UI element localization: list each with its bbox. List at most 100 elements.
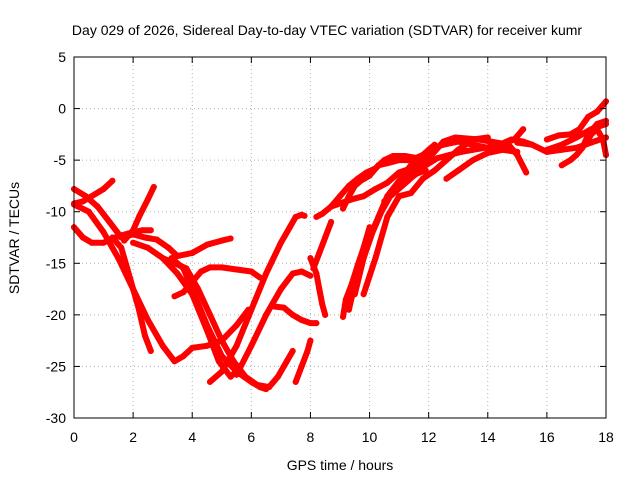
data-point (280, 304, 287, 311)
data-point (594, 108, 601, 115)
data-point (543, 146, 550, 153)
data-point (141, 234, 148, 241)
data-point (316, 250, 323, 256)
data-point (328, 219, 335, 225)
data-point (198, 268, 205, 275)
data-point (345, 182, 352, 189)
data-point (357, 177, 364, 184)
data-point (360, 193, 367, 200)
data-point (227, 235, 234, 242)
data-point (555, 132, 562, 139)
data-point (470, 141, 476, 148)
data-point (443, 175, 450, 182)
data-point (390, 153, 397, 159)
data-point (328, 203, 335, 210)
data-point (360, 291, 367, 298)
data-point (301, 212, 308, 219)
data-point (378, 208, 385, 215)
data-point (514, 148, 521, 155)
data-point (233, 371, 240, 378)
data-point (139, 227, 145, 234)
data-point (384, 213, 391, 220)
data-point (543, 136, 550, 143)
data-point (340, 313, 346, 320)
y-tick-label: -15 (46, 255, 66, 271)
data-point (419, 175, 426, 182)
data-point (130, 227, 137, 234)
data-point (484, 149, 491, 156)
data-point (130, 239, 137, 246)
data-point (136, 213, 142, 220)
data-point (127, 275, 134, 282)
data-point (180, 353, 187, 360)
data-point (183, 265, 190, 272)
x-tick-label: 2 (129, 429, 137, 445)
data-point (79, 234, 86, 241)
data-point (410, 172, 417, 179)
data-point (600, 136, 606, 143)
data-point (85, 208, 92, 215)
x-tick-label: 14 (480, 429, 496, 445)
data-point (204, 322, 210, 329)
data-point (207, 311, 213, 318)
data-point (218, 237, 225, 244)
data-point (144, 317, 151, 323)
data-point (588, 131, 595, 138)
data-point (272, 303, 278, 310)
data-point (455, 167, 462, 174)
data-point (189, 344, 196, 351)
data-point (147, 227, 154, 234)
data-point (576, 126, 583, 133)
data-point (493, 142, 500, 149)
data-point (313, 320, 320, 327)
data-point (567, 131, 574, 138)
x-tick-label: 16 (539, 429, 555, 445)
series-line (292, 337, 314, 385)
data-point (313, 213, 320, 220)
data-point (106, 219, 113, 225)
data-point (242, 373, 249, 380)
data-point (195, 286, 202, 293)
data-point (150, 184, 157, 190)
data-point (100, 229, 107, 236)
y-axis-label: SDTVAR / TECUs (6, 182, 22, 294)
data-point (298, 268, 305, 275)
data-point (585, 113, 592, 120)
data-point (307, 255, 314, 262)
data-point (440, 141, 447, 148)
data-point (425, 146, 432, 153)
data-point (345, 193, 352, 200)
data-point (384, 160, 391, 167)
y-tick-label: 0 (58, 101, 66, 117)
data-point (366, 172, 373, 179)
data-point (207, 378, 213, 385)
y-tick-label: -10 (46, 204, 66, 220)
y-tick-label: -5 (54, 152, 67, 168)
data-point (470, 157, 476, 164)
data-point (322, 311, 329, 318)
x-axis-label: GPS time / hours (287, 457, 394, 473)
data-point (307, 320, 314, 327)
data-point (254, 382, 261, 388)
data-point (481, 144, 488, 151)
data-point (487, 138, 494, 145)
data-point (109, 234, 116, 241)
data-point (372, 255, 379, 262)
data-point (582, 141, 589, 148)
data-point (307, 272, 314, 279)
data-point (218, 353, 225, 360)
data-point (227, 373, 234, 380)
data-point (109, 177, 116, 184)
data-point (384, 179, 391, 186)
data-point (319, 301, 326, 308)
data-point (381, 198, 388, 205)
data-point (153, 236, 160, 243)
x-tick-label: 6 (247, 429, 255, 445)
data-point (529, 141, 536, 148)
data-point (100, 239, 107, 246)
data-point (573, 134, 580, 141)
data-point (292, 378, 299, 385)
data-point (422, 162, 429, 169)
data-point (396, 157, 403, 164)
